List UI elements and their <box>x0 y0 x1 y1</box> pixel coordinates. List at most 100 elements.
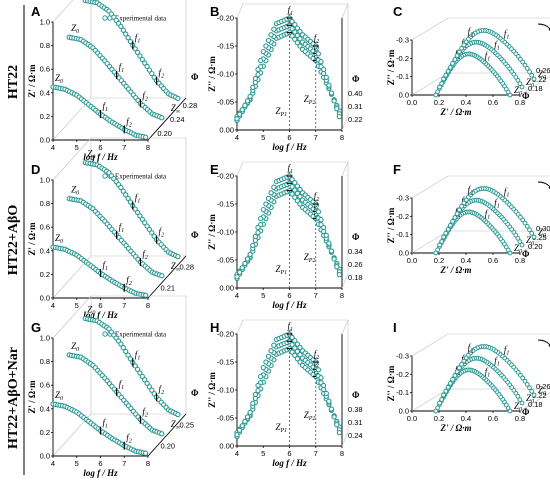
data-point <box>445 226 451 232</box>
z0-label: Z0 <box>538 385 546 397</box>
data-point <box>247 93 253 100</box>
y-tick-label: 0.4 <box>40 246 50 255</box>
y-tick-label: -0.1 <box>396 230 409 239</box>
y-tick-label: -0.10 <box>217 70 234 79</box>
frequency-label-f1: f1 <box>135 193 141 205</box>
x-axis-label: log f / Hz <box>83 468 118 478</box>
data-series: f2 f1 Z0 <box>441 342 546 398</box>
data-point <box>531 234 537 240</box>
z-tick-label: 0.18 <box>528 400 543 409</box>
data-point <box>320 66 327 73</box>
data-point <box>260 48 266 55</box>
back-outline <box>411 333 550 412</box>
z-axis-line <box>147 97 187 141</box>
data-point <box>271 342 277 348</box>
y-tick-label: 1.0 <box>40 18 50 27</box>
data-point <box>292 352 298 358</box>
data-point <box>142 377 148 383</box>
x-axis-label: log f / Hz <box>83 152 118 162</box>
frequency-label-f1: f1 <box>103 260 109 272</box>
data-point <box>257 373 264 380</box>
y-axis-label: Z'' / Ω·m <box>386 49 396 85</box>
legend-marker <box>102 173 108 179</box>
z-tick-label: 0.24 <box>170 115 185 124</box>
y-tick-label: 1.0 <box>40 334 50 343</box>
z-tick-label: 0.26 <box>536 66 550 75</box>
top-outline <box>185 0 187 98</box>
y-tick-label: 0.00 <box>219 126 234 135</box>
x-tick-label: 0.6 <box>488 414 498 423</box>
data-point <box>120 345 126 351</box>
data-point <box>437 84 443 90</box>
data-point <box>142 60 148 66</box>
data-point <box>250 400 256 407</box>
frequency-label-f1: f1 <box>494 198 500 210</box>
data-point <box>531 76 537 82</box>
frequency-label-f1: f1 <box>485 51 491 63</box>
data-point <box>146 67 153 73</box>
x-tick-label: 7 <box>314 449 318 458</box>
data-point <box>326 240 332 246</box>
z-axis-label: Φ <box>191 230 199 240</box>
panel-letter: H <box>210 320 219 335</box>
x-tick-label: 5 <box>261 133 265 142</box>
data-point <box>134 366 141 373</box>
z0-label: Z0 <box>538 69 546 81</box>
data-point <box>437 242 443 248</box>
frequency-label-f1: f1 <box>485 209 491 221</box>
frequency-label-f2: f2 <box>126 275 132 287</box>
data-point <box>459 45 465 51</box>
data-point <box>289 342 295 348</box>
z0-label: Z0 <box>514 243 522 255</box>
data-point <box>443 72 449 78</box>
data-point <box>239 107 245 113</box>
data-point <box>297 359 303 365</box>
x-tick-label: 5 <box>75 143 79 152</box>
z-tick-label: 0.21 <box>161 284 176 293</box>
data-point <box>292 338 298 344</box>
y-tick-label: -0.15 <box>217 42 234 51</box>
y-tick-label: -0.1 <box>396 388 409 397</box>
y-tick-label: 0.2 <box>40 112 50 121</box>
zp2-label: ZP2 <box>304 94 316 106</box>
y-tick-label: 0.4 <box>40 88 50 97</box>
y-axis-label: Z'' / Ω·m <box>207 56 217 92</box>
data-point <box>123 31 129 37</box>
z-tick-label: 0.20 <box>161 442 176 451</box>
data-point <box>294 348 301 355</box>
x-tick-label: 6 <box>98 459 102 468</box>
frequency-label-f1: f1 <box>288 5 294 17</box>
data-point <box>459 203 465 209</box>
legend-label: Experimental data <box>115 15 167 23</box>
x-tick-label: 5 <box>261 291 265 300</box>
x-tick-label: 0.8 <box>515 98 525 107</box>
z-axis-label: Φ <box>522 407 530 417</box>
data-point <box>255 382 261 389</box>
x-tick-label: 0.6 <box>488 256 498 265</box>
data-point <box>236 269 243 275</box>
z-axis-label: Φ <box>352 232 360 242</box>
data-point <box>125 35 131 41</box>
data-point <box>260 364 266 371</box>
data-series: f1 f2 <box>234 163 343 280</box>
x-tick-label: 0.0 <box>407 256 417 265</box>
frequency-label-f2: f2 <box>142 407 148 419</box>
data-point <box>531 392 537 398</box>
data-point <box>271 26 277 32</box>
row-label-ht22-abo-nar: HT22+AβO+Nar <box>6 347 21 449</box>
data-point <box>297 352 303 358</box>
data-point <box>336 271 343 278</box>
z0-label: Z0 <box>514 85 522 97</box>
data-point <box>297 186 303 193</box>
x-tick-label: 8 <box>146 143 150 152</box>
x-axis-label: log f / Hz <box>83 310 118 320</box>
zp1-label: ZP1 <box>276 264 288 276</box>
x-tick-label: 4 <box>235 133 239 142</box>
omega-arrow <box>537 339 550 349</box>
data-point <box>289 176 295 183</box>
data-point <box>175 95 181 102</box>
data-point <box>149 70 155 77</box>
data-point <box>334 264 340 270</box>
data-point <box>454 211 460 217</box>
back-outline <box>411 17 550 96</box>
